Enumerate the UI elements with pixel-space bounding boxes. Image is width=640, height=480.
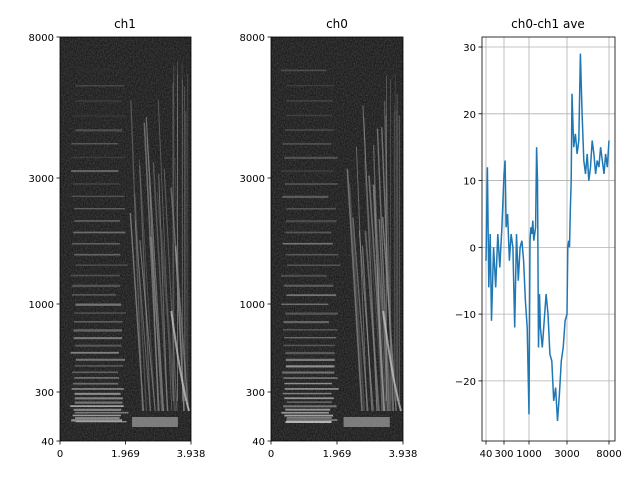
y-tick-label: 20 (463, 110, 476, 121)
chart-title-ch1: ch1 (114, 17, 136, 31)
spectrogram-ch1-image (60, 37, 191, 441)
low-freq-band (343, 417, 390, 427)
y-tick-label: 300 (35, 388, 54, 399)
y-tick-label: 0 (470, 243, 476, 254)
x-tick-label: 40 (480, 449, 493, 460)
y-tick-label: 1000 (29, 300, 54, 311)
harmonic-bands (70, 69, 129, 423)
spectrogram-ch0-panel: ch0 40 300 1000 3000 8000 0 1.969 3.938 (240, 17, 418, 460)
x-tick-label: 0 (57, 449, 63, 460)
y-tick-label: 3000 (29, 174, 54, 185)
y-tick-label: 3000 (240, 174, 265, 185)
line-chart-grid (482, 37, 615, 441)
y-tick-label: −20 (455, 377, 476, 388)
y-tick-label: 8000 (29, 33, 54, 44)
line-chart-panel: ch0-ch1 ave −20 −10 0 10 20 30 40 300 1000 3000 80… (455, 17, 622, 460)
spectrogram-ch0-image (271, 37, 403, 441)
y-tick-label: 30 (463, 43, 476, 54)
x-tick-label: 8000 (596, 449, 621, 460)
sweep-stroke (170, 310, 190, 412)
harmonic-bands (281, 69, 341, 423)
vertical-streaks (346, 72, 400, 412)
x-tick-label: 3.938 (177, 449, 206, 460)
y-tick-label: 300 (246, 388, 265, 399)
spectrogram-ch0-axes: 40 300 1000 3000 8000 0 1.969 3.938 (240, 33, 418, 460)
x-tick-label: 300 (494, 449, 513, 460)
y-tick-label: 40 (41, 437, 54, 448)
y-tick-label: −10 (455, 310, 476, 321)
x-tick-label: 1.969 (111, 449, 140, 460)
spectrogram-ch1-axes: 40 300 1000 3000 8000 0 1.969 3.938 (29, 33, 206, 460)
y-tick-label: 1000 (240, 300, 265, 311)
y-tick-label: 8000 (240, 33, 265, 44)
line-chart-axes: −20 −10 0 10 20 30 40 300 1000 3000 8000 (455, 36, 622, 460)
y-tick-label: 40 (252, 437, 265, 448)
x-tick-label: 3.938 (389, 449, 418, 460)
y-tick-label: 10 (463, 177, 476, 188)
sweep-stroke (382, 310, 402, 412)
x-tick-label: 1.969 (323, 449, 352, 460)
chart-title-ave: ch0-ch1 ave (511, 17, 585, 31)
x-tick-label: 0 (268, 449, 274, 460)
chart-title-ch0: ch0 (326, 17, 348, 31)
axes-frame (481, 36, 616, 442)
series-line-ch0-ch1-ave (485, 53, 610, 422)
low-freq-band (132, 417, 178, 427)
x-tick-label: 1000 (516, 449, 541, 460)
spectrogram-ch1-panel: ch1 40 300 1000 3000 8000 0 1.969 3.938 (29, 17, 206, 460)
x-tick-label: 3000 (554, 449, 579, 460)
vertical-streaks (129, 61, 190, 412)
spectrogram-noise (60, 37, 191, 441)
